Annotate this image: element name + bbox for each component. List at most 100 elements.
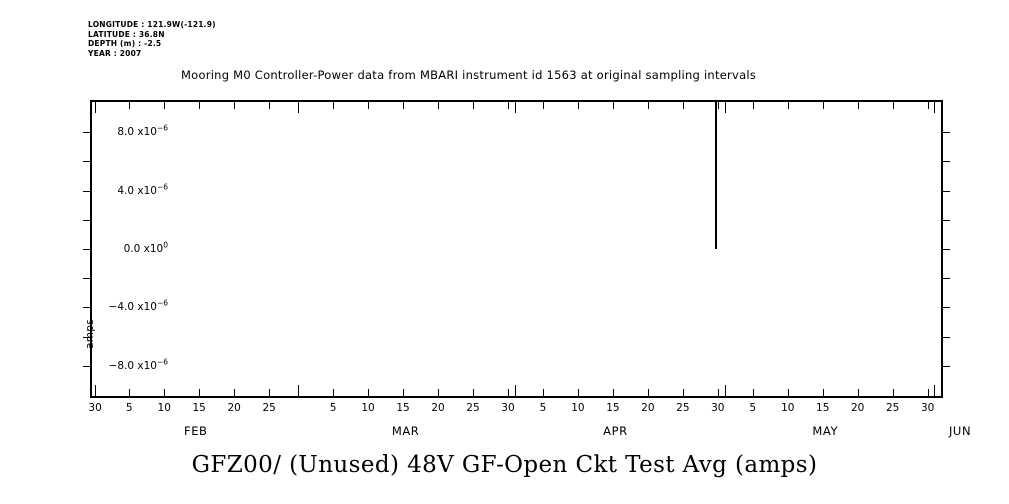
x-tick-top-23 bbox=[822, 102, 824, 109]
y-tick-label-6: −4.0 x10−6 bbox=[108, 298, 168, 314]
x-axis-tick-labels: 30 5 10 15 20 25 5 10 15 20 25 30 5 10 15 20 25 30 5 10 15 20… bbox=[88, 402, 943, 418]
x-tick-top-13 bbox=[514, 102, 516, 113]
x-tick-label-16: 15 bbox=[606, 402, 620, 414]
y-tick-right-1 bbox=[943, 161, 950, 163]
x-tick-label-12: 30 bbox=[501, 402, 515, 414]
x-tick-bottom-26 bbox=[927, 389, 929, 396]
x-tick-top-10 bbox=[438, 102, 440, 109]
y-tick-1 bbox=[83, 161, 90, 163]
month-label-mar: MAR bbox=[391, 424, 420, 438]
x-tick-top-3 bbox=[199, 102, 201, 109]
x-tick-label-19: 30 bbox=[711, 402, 725, 414]
y-tick-label-4: 0.0 x100 bbox=[123, 240, 168, 255]
plot-frame: 8.0 x10−6 4.0 x10−6 0.0 x100 −4.0 x10−6 −8.0… bbox=[83, 100, 971, 438]
x-tick-label-24: 20 bbox=[851, 402, 865, 414]
month-label-apr: APR bbox=[603, 424, 628, 438]
y-tick-label-8: −8.0 x10−6 bbox=[108, 357, 168, 372]
x-tick-bottom-11 bbox=[472, 389, 474, 396]
y-tick-right-0 bbox=[943, 132, 950, 134]
y-tick-6 bbox=[83, 307, 90, 309]
axis-right bbox=[941, 100, 943, 398]
x-tick-top-14 bbox=[542, 102, 544, 109]
x-tick-top-26 bbox=[927, 102, 929, 109]
x-tick-top-9 bbox=[403, 102, 405, 109]
y-tick-2 bbox=[83, 190, 90, 192]
y-tick-label-0: 8.0 x10−6 bbox=[117, 123, 168, 139]
x-tick-label-15: 10 bbox=[571, 402, 585, 414]
x-tick-top-4 bbox=[234, 102, 236, 109]
x-tick-top-2 bbox=[164, 102, 166, 109]
x-tick-top-17 bbox=[647, 102, 649, 109]
y-tick-5 bbox=[83, 278, 90, 280]
x-tick-top-1 bbox=[129, 102, 131, 109]
x-tick-top-7 bbox=[333, 102, 335, 109]
metadata-depth: DEPTH (m) : -2.5 bbox=[88, 39, 162, 49]
x-tick-label-2: 10 bbox=[157, 402, 171, 414]
x-tick-top-18 bbox=[682, 102, 684, 109]
x-tick-bottom-16 bbox=[612, 389, 614, 396]
x-tick-bottom-1 bbox=[129, 389, 131, 396]
chart-caption: GFZ00/ (Unused) 48V GF-Open Ckt Test Avg… bbox=[191, 452, 818, 478]
x-tick-bottom-18 bbox=[682, 389, 684, 396]
x-tick-label-11: 25 bbox=[466, 402, 480, 414]
x-tick-bottom-6 bbox=[298, 385, 300, 396]
y-tick-right-2 bbox=[943, 190, 950, 192]
x-tick-bottom-13 bbox=[514, 385, 516, 396]
y-tick-right-7 bbox=[943, 336, 950, 338]
x-tick-label-4: 20 bbox=[227, 402, 241, 414]
x-tick-label-22: 10 bbox=[781, 402, 795, 414]
month-label-feb: FEB bbox=[183, 424, 208, 438]
x-tick-label-18: 25 bbox=[676, 402, 690, 414]
x-tick-label-25: 25 bbox=[885, 402, 900, 414]
x-tick-top-22 bbox=[787, 102, 789, 109]
x-tick-top-12 bbox=[507, 102, 509, 109]
month-label-may: MAY bbox=[812, 424, 839, 438]
x-tick-top-24 bbox=[857, 102, 859, 109]
x-tick-bottom-10 bbox=[438, 389, 440, 396]
x-tick-top-5 bbox=[269, 102, 271, 109]
x-tick-label-14: 5 bbox=[539, 402, 547, 414]
y-tick-8 bbox=[83, 365, 90, 367]
x-tick-top-0 bbox=[95, 102, 97, 113]
x-tick-bottom-23 bbox=[822, 389, 824, 396]
x-tick-label-8: 10 bbox=[361, 402, 375, 414]
chart-title: Mooring M0 Controller-Power data from MB… bbox=[181, 68, 757, 82]
x-tick-label-7: 5 bbox=[329, 402, 337, 414]
x-tick-bottom-8 bbox=[368, 389, 370, 396]
x-tick-top-25 bbox=[892, 102, 894, 109]
x-axis-month-labels: FEB MAR APR MAY JUN bbox=[90, 424, 971, 442]
x-tick-bottom-24 bbox=[857, 389, 859, 396]
x-tick-bottom-4 bbox=[234, 389, 236, 396]
metadata-latitude: LATITUDE : 36.8N bbox=[88, 29, 165, 39]
y-tick-right-3 bbox=[943, 219, 950, 221]
metadata-year: YEAR : 2007 bbox=[88, 48, 142, 58]
x-tick-bottom-20 bbox=[724, 385, 726, 396]
y-tick-right-4 bbox=[943, 249, 950, 250]
x-tick-label-5: 25 bbox=[262, 402, 276, 414]
axis-bottom bbox=[90, 396, 943, 398]
axis-top bbox=[90, 100, 943, 102]
x-tick-bottom-0 bbox=[95, 385, 97, 396]
x-tick-bottom-3 bbox=[199, 389, 201, 396]
x-tick-label-0: 30 bbox=[88, 402, 102, 414]
y-tick-label-2: 4.0 x10−6 bbox=[117, 182, 168, 197]
x-tick-bottom-12 bbox=[507, 389, 509, 396]
x-tick-bottom-14 bbox=[542, 389, 544, 396]
x-tick-bottom-9 bbox=[403, 389, 405, 396]
axis-left bbox=[90, 100, 92, 398]
x-tick-bottom-5 bbox=[269, 389, 271, 396]
x-tick-bottom-22 bbox=[787, 389, 789, 396]
y-axis-title: amps bbox=[84, 319, 96, 349]
x-tick-label-3: 15 bbox=[192, 402, 206, 414]
data-plot-area bbox=[92, 102, 941, 396]
x-tick-top-19 bbox=[717, 102, 719, 109]
data-spike-0-0 bbox=[715, 102, 717, 249]
x-tick-top-21 bbox=[752, 102, 754, 109]
x-tick-top-11 bbox=[472, 102, 474, 109]
x-tick-bottom-21 bbox=[752, 389, 754, 396]
x-tick-label-21: 5 bbox=[749, 402, 757, 414]
y-tick-0 bbox=[83, 132, 90, 134]
x-tick-label-26: 30 bbox=[920, 402, 935, 414]
y-tick-right-5 bbox=[943, 278, 950, 280]
x-tick-bottom-27 bbox=[934, 385, 936, 396]
